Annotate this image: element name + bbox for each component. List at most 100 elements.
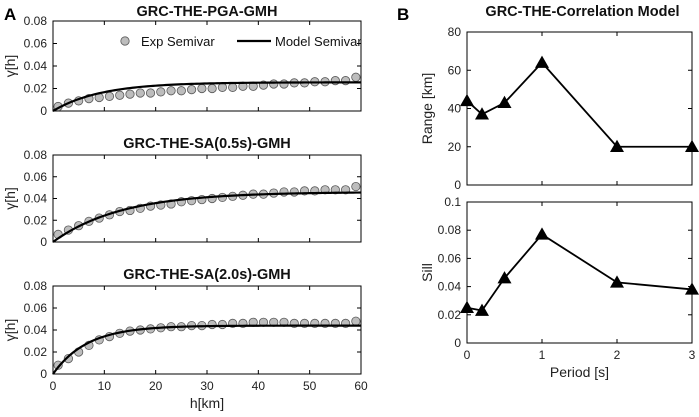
legend-model-label: Model Semivar	[275, 34, 362, 49]
plot-frame	[52, 154, 362, 243]
y-tick-label: 0.06	[24, 37, 48, 51]
exp-semivar-point	[166, 86, 176, 96]
x-tick-label: 10	[98, 379, 112, 393]
x-tick-label: 2	[614, 348, 621, 362]
plot-frame	[52, 285, 362, 375]
x-tick-label: 0	[50, 379, 57, 393]
exp-semivar-point	[289, 187, 299, 197]
exp-semivar-point	[197, 83, 207, 94]
exp-semivar-point	[217, 82, 227, 92]
y-tick-label: 0.02	[24, 82, 48, 96]
panel-label-a: A	[4, 5, 16, 24]
exp-semivar-point	[187, 85, 197, 95]
chart-range: 0 20 40 60 80 Range [km] GRC-THE-Correlation M…	[419, 4, 699, 192]
y-tick-label: 0.1	[444, 195, 461, 209]
y-axis-label: γ[h]	[2, 55, 18, 78]
y-tick-label: 40	[448, 102, 462, 116]
exp-semivar-point	[279, 79, 289, 89]
y-tick-label: 0.02	[24, 213, 48, 227]
model-semivar-line	[52, 191, 362, 243]
triangle-marker	[610, 139, 624, 152]
exp-semivar-point	[279, 187, 289, 197]
x-tick-label: 20	[149, 379, 163, 393]
triangle-marker	[497, 271, 512, 284]
chart-sa20: 0 0.02 0.04 0.06 0.08 0 10 20 30 40 50 60 h[km] γ[h] G…	[2, 267, 368, 411]
y-tick-label: 0	[40, 104, 47, 118]
exp-semivar-point	[207, 319, 217, 330]
series-line-sill	[466, 233, 693, 312]
exp-semivar-point	[207, 193, 217, 204]
y-tick-label: 0.08	[24, 14, 48, 28]
exp-semivar-point	[145, 88, 156, 98]
chart-sill: 0 0.02 0.04 0.06 0.08 0.1 0 1 2 3 Period [s] Sill	[419, 195, 699, 380]
exp-semivar-point	[228, 82, 238, 92]
x-tick-label: 1	[539, 348, 546, 362]
y-tick-label: 0.08	[24, 148, 48, 162]
triangle-marker	[475, 107, 489, 120]
chart-title: GRC-THE-PGA-GMH	[137, 4, 278, 20]
triangle-marker	[685, 282, 699, 295]
y-axis-label: γ[h]	[2, 319, 18, 342]
triangle-marker	[535, 227, 549, 240]
y-tick-label: 0.08	[24, 279, 48, 293]
x-tick-label: 60	[354, 379, 368, 393]
chart-title: GRC-THE-SA(2.0s)-GMH	[123, 267, 291, 283]
chart-pga: 0 0.02 0.04 0.06 0.08 γ[h] GRC-THE-PGA-GMH Exp …	[2, 4, 362, 118]
panel-label-b: B	[397, 5, 409, 24]
x-axis-label: h[km]	[190, 395, 224, 411]
triangle-marker	[685, 139, 699, 152]
y-axis-label: Range [km]	[419, 73, 435, 145]
y-tick-label: 0	[454, 336, 461, 350]
x-axis-label: Period [s]	[550, 364, 609, 380]
exp-semivar-point	[156, 87, 166, 97]
plot-frame	[466, 31, 693, 186]
chart-title: GRC-THE-SA(0.5s)-GMH	[123, 136, 291, 152]
exp-semivar-point	[115, 90, 125, 100]
exp-semivar-point	[53, 360, 63, 370]
exp-semivar-point	[207, 83, 217, 94]
triangle-marker	[535, 55, 549, 68]
exp-semivar-point	[269, 79, 279, 89]
y-tick-label: 0.04	[24, 192, 48, 206]
y-tick-label: 80	[448, 25, 462, 39]
exp-semivar-point	[135, 88, 145, 98]
y-tick-label: 0	[40, 367, 47, 381]
triangle-marker	[497, 95, 512, 109]
triangle-marker	[460, 300, 474, 313]
exp-semivar-point	[330, 76, 340, 86]
y-tick-label: 0.02	[24, 345, 48, 359]
exp-semivar-point	[176, 86, 186, 96]
x-tick-label: 40	[252, 379, 266, 393]
y-tick-label: 0.06	[438, 251, 462, 265]
y-tick-label: 0.06	[24, 301, 48, 315]
model-semivar-line	[52, 324, 361, 375]
exp-semivar-point	[63, 353, 74, 364]
x-tick-label: 3	[689, 348, 696, 362]
exp-semivar-point	[351, 181, 361, 192]
y-tick-label: 60	[448, 63, 462, 77]
y-tick-label: 0.04	[438, 280, 462, 294]
exp-semivar-point	[351, 72, 361, 82]
exp-semivar-point	[217, 319, 227, 330]
x-tick-label: 0	[464, 348, 471, 362]
y-tick-label: 20	[448, 140, 462, 154]
y-tick-label: 0.02	[438, 308, 462, 322]
chart-sa05: 0 0.02 0.04 0.06 0.08 γ[h] GRC-THE-SA(0.5s)-GM…	[2, 136, 362, 249]
legend-exp-label: Exp Semivar	[141, 34, 215, 49]
triangle-marker	[475, 303, 489, 316]
exp-semivar-point	[351, 316, 361, 326]
y-tick-label: 0.04	[24, 59, 48, 73]
x-tick-label: 50	[303, 379, 317, 393]
x-tick-label: 30	[200, 379, 214, 393]
model-semivar-line	[52, 81, 361, 112]
exp-semivar-point	[340, 76, 351, 86]
y-axis-label: Sill	[419, 263, 435, 282]
exp-semivar-point	[104, 91, 115, 101]
y-tick-label: 0.06	[24, 170, 48, 184]
y-tick-label: 0	[40, 235, 47, 249]
legend-exp-marker	[120, 36, 130, 46]
y-tick-label: 0	[454, 178, 461, 192]
exp-semivar-point	[125, 89, 135, 99]
chart-title: GRC-THE-Correlation Model	[485, 4, 679, 20]
y-axis-label: γ[h]	[2, 187, 18, 210]
